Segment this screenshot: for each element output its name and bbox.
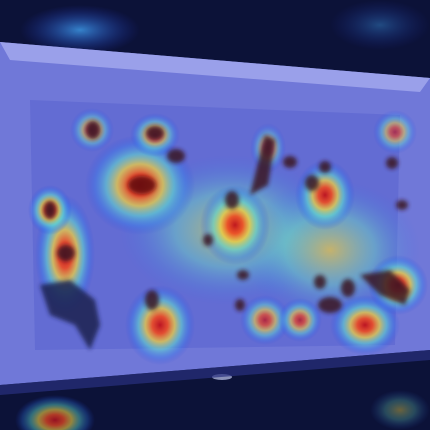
debris-piece <box>341 279 355 297</box>
debris-piece <box>318 297 342 313</box>
heat-blob <box>278 298 322 342</box>
tray-edge <box>0 350 430 395</box>
debris-piece <box>225 191 239 209</box>
glow <box>330 0 430 50</box>
debris-piece <box>250 135 275 195</box>
heat-blob <box>125 285 195 365</box>
debris-piece <box>146 126 164 140</box>
debris-piece <box>305 175 319 191</box>
tray-rim <box>0 42 430 92</box>
debris-piece <box>57 245 75 261</box>
debris-piece <box>237 270 249 280</box>
heat-blob <box>373 110 417 154</box>
heat-blob <box>240 295 290 345</box>
debris-piece <box>203 234 213 246</box>
heat-blob <box>200 185 270 265</box>
debris-piece <box>319 161 331 173</box>
heat-blob <box>15 395 95 430</box>
debris-piece <box>314 275 326 289</box>
glow <box>20 5 140 55</box>
debris-piece <box>167 149 185 163</box>
heat-blob <box>370 390 430 430</box>
debris-piece <box>235 299 245 311</box>
debris-piece <box>40 280 100 350</box>
debris-piece <box>44 201 56 219</box>
debris-piece <box>145 290 159 310</box>
debris-piece <box>128 176 156 194</box>
debris-piece <box>386 157 398 169</box>
debris-piece <box>396 200 408 210</box>
debris-piece <box>86 121 100 139</box>
debris-piece <box>360 270 410 305</box>
debris <box>40 121 410 350</box>
debris-piece <box>283 156 297 168</box>
